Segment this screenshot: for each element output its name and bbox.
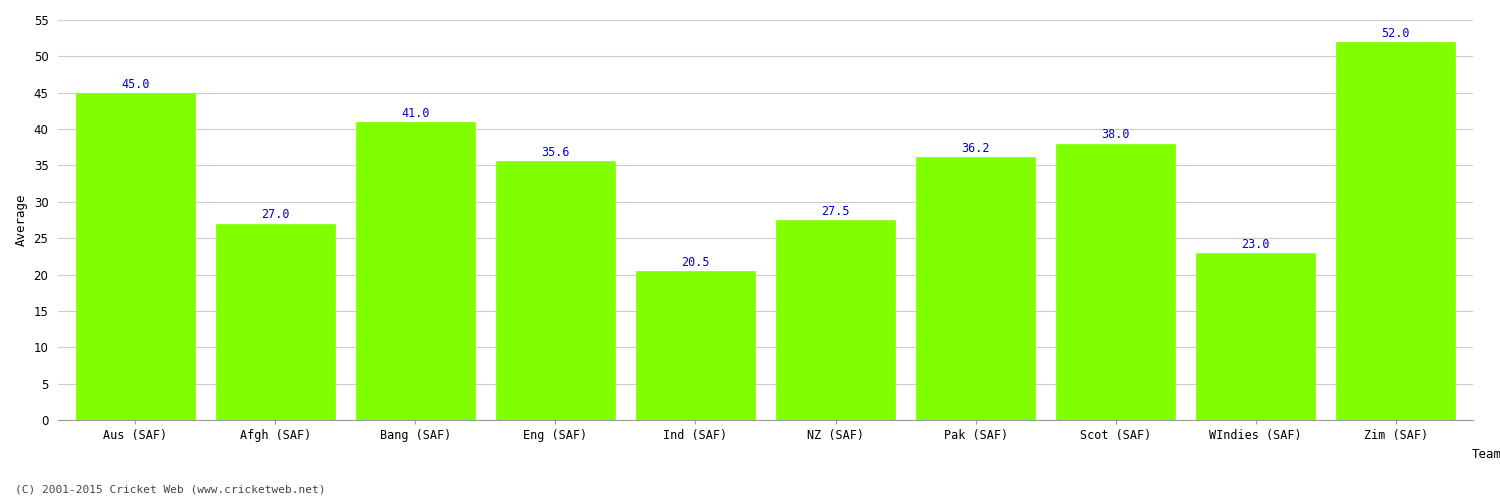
X-axis label: Team: Team — [1472, 448, 1500, 461]
Bar — [776, 220, 896, 420]
Text: 27.5: 27.5 — [822, 205, 850, 218]
Bar — [1196, 253, 1316, 420]
Text: (C) 2001-2015 Cricket Web (www.cricketweb.net): (C) 2001-2015 Cricket Web (www.cricketwe… — [15, 485, 326, 495]
Text: 52.0: 52.0 — [1382, 26, 1410, 40]
Bar — [216, 224, 334, 420]
Bar — [1336, 42, 1455, 420]
Text: 36.2: 36.2 — [962, 142, 990, 154]
Text: 41.0: 41.0 — [400, 106, 429, 120]
Bar — [356, 122, 476, 420]
Text: 27.0: 27.0 — [261, 208, 290, 222]
Bar — [1056, 144, 1174, 420]
Bar — [496, 161, 615, 420]
Text: 45.0: 45.0 — [122, 78, 150, 90]
Text: 38.0: 38.0 — [1101, 128, 1130, 141]
Y-axis label: Average: Average — [15, 194, 28, 246]
Bar — [75, 92, 195, 420]
Text: 23.0: 23.0 — [1242, 238, 1270, 250]
Bar — [636, 271, 754, 420]
Bar — [916, 156, 1035, 420]
Text: 20.5: 20.5 — [681, 256, 710, 269]
Text: 35.6: 35.6 — [542, 146, 570, 159]
